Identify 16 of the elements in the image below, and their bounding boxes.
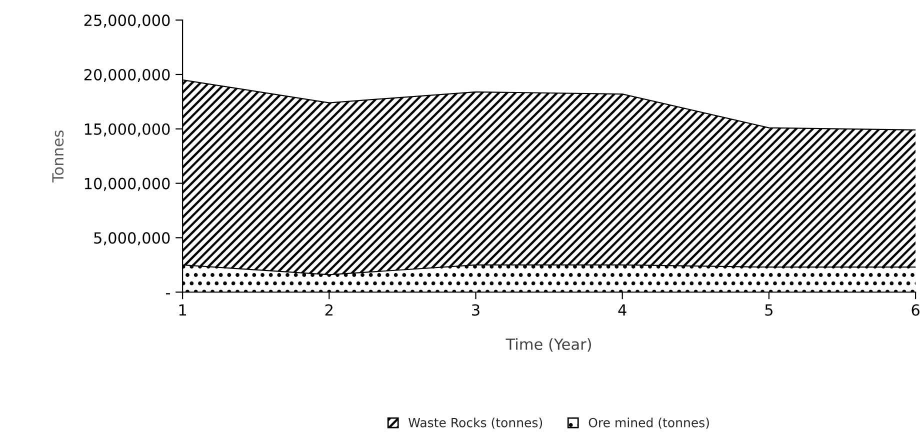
y-tick-label: 25,000,000 (84, 14, 170, 28)
y-tick-label: 10,000,000 (84, 178, 170, 191)
y-axis-title: Tonnes (52, 130, 64, 183)
x-axis-title: Time (Year) (506, 338, 591, 352)
y-tick-label: - (166, 293, 170, 294)
legend-label: Waste Rocks (tonnes) (408, 418, 542, 429)
x-tick-label: 6 (912, 304, 920, 316)
legend-label: Ore mined (tonnes) (588, 418, 709, 429)
x-tick-label: 5 (765, 304, 772, 316)
y-tick-label: 15,000,000 (84, 123, 170, 136)
y-tick-label: 5,000,000 (94, 232, 170, 246)
x-tick-label: 2 (325, 304, 332, 316)
y-tick-label: 20,000,000 (84, 68, 170, 82)
x-tick-label: 1 (179, 304, 186, 316)
x-tick-label: 4 (618, 304, 626, 316)
x-tick-label: 3 (472, 304, 480, 316)
